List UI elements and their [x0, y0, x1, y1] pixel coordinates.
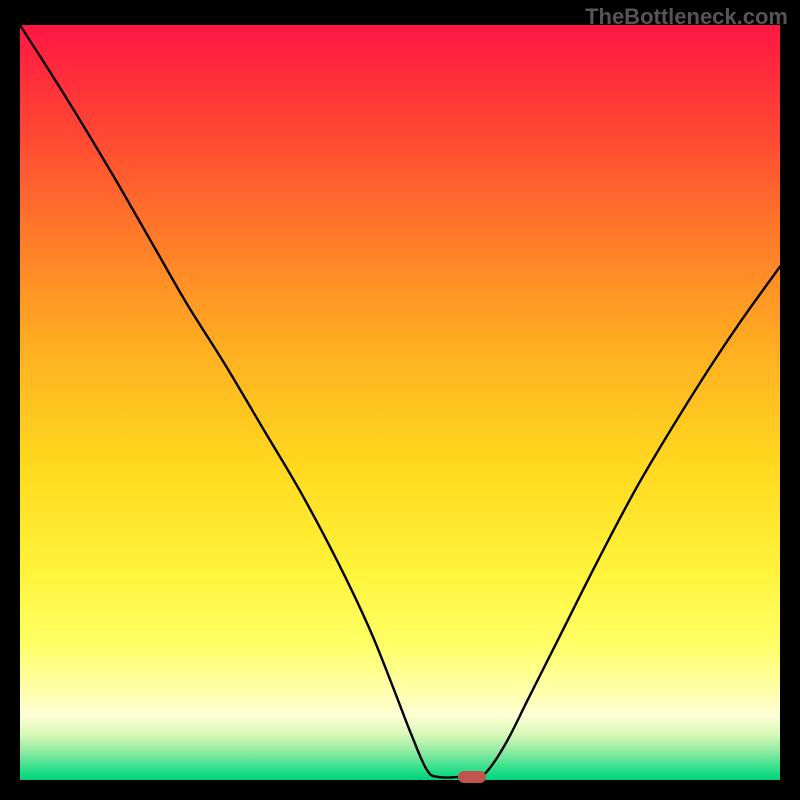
chart-curve-layer — [0, 0, 800, 800]
chart-container: TheBottleneck.com — [0, 0, 800, 800]
bottleneck-curve — [20, 25, 780, 778]
optimal-point-marker — [458, 771, 486, 783]
watermark-text: TheBottleneck.com — [585, 4, 788, 30]
